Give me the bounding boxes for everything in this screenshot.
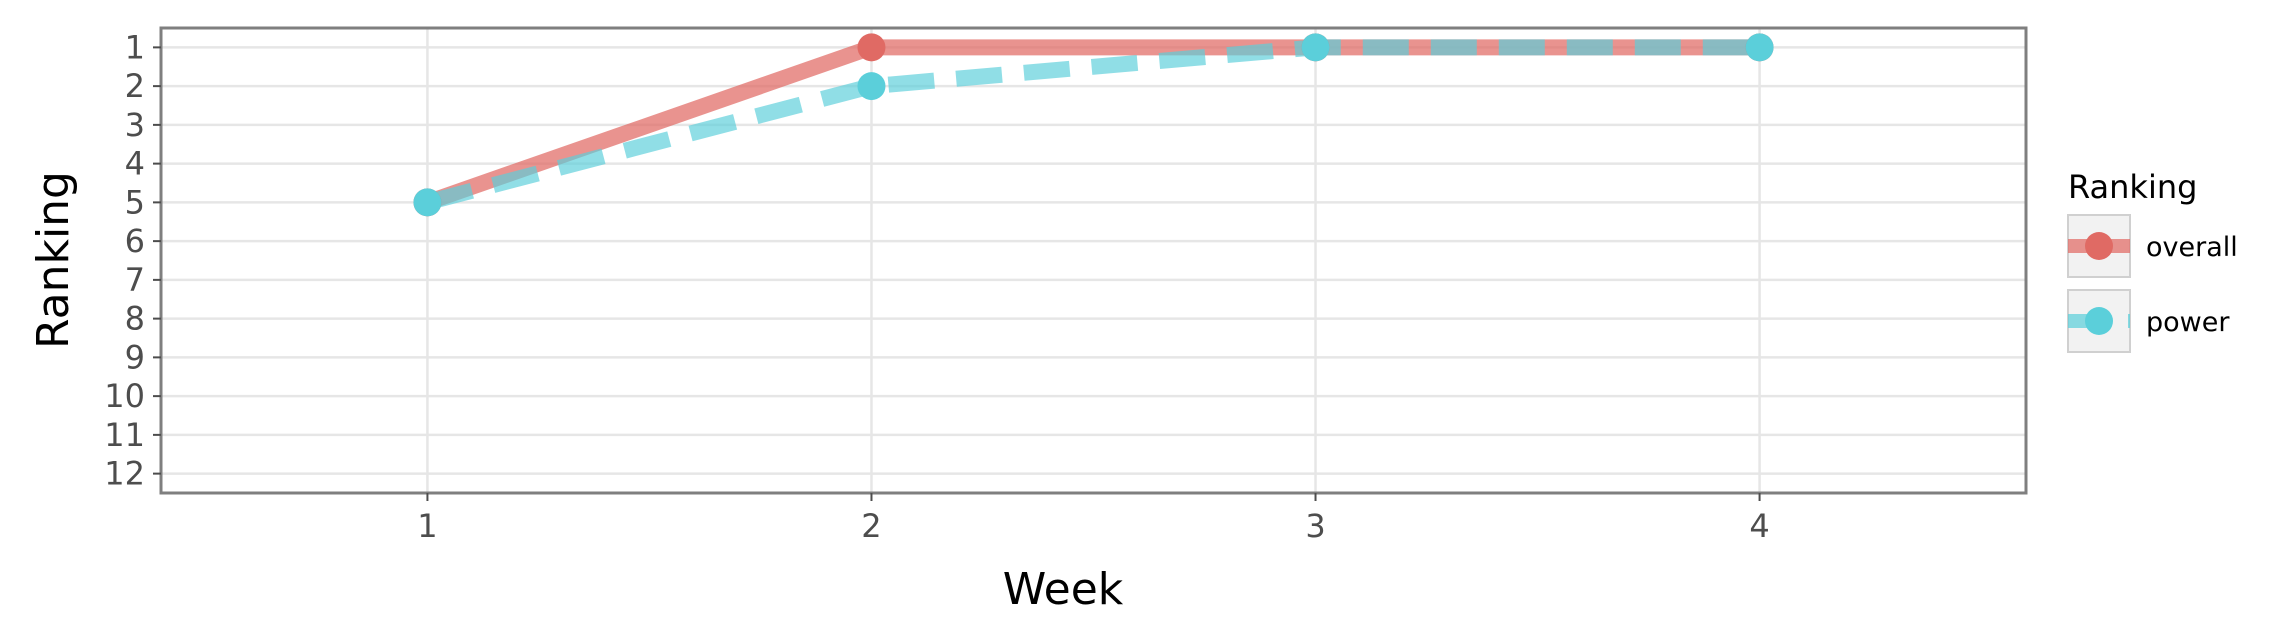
data-point-overall: [857, 33, 886, 62]
x-gridlines: [426, 28, 1761, 493]
x-tick-labels: 1 2 3 4: [417, 507, 1770, 545]
data-point-power: [1301, 33, 1330, 62]
plot-border: [159, 26, 2028, 495]
x-tick-label: 2: [861, 507, 881, 545]
y-tick-label: 12: [104, 455, 145, 493]
plot-background: [161, 28, 2026, 493]
legend: Ranking overall power: [2067, 168, 2238, 353]
y-tick-label: 4: [125, 145, 145, 183]
legend-key-point: [2085, 307, 2113, 335]
x-tick-label: 4: [1749, 507, 1769, 545]
y-tick-label: 7: [125, 261, 145, 299]
series-lines: [424, 39, 1760, 211]
legend-item-overall: overall: [2067, 214, 2238, 278]
y-tick-label: 8: [125, 300, 145, 338]
axis-ticks: [153, 46, 1761, 501]
legend-title: Ranking: [2068, 168, 2197, 206]
y-tick-label: 10: [104, 377, 145, 415]
legend-label: overall: [2146, 232, 2238, 263]
legend-label: power: [2146, 307, 2230, 338]
data-point-power: [1745, 33, 1774, 62]
x-axis-title: Week: [1003, 564, 1124, 615]
x-tick-label: 1: [417, 507, 437, 545]
series-points: [413, 33, 1774, 217]
legend-item-power: power: [2067, 289, 2230, 353]
series-line-power: [425, 39, 1760, 211]
y-tick-label: 3: [125, 106, 145, 144]
data-point-power: [857, 72, 886, 101]
x-tick-label: 3: [1305, 507, 1325, 545]
y-axis-title: Ranking: [28, 171, 79, 349]
y-tick-label: 11: [104, 416, 145, 454]
y-tick-label: 9: [125, 338, 145, 376]
y-tick-label: 1: [125, 28, 145, 66]
data-point-power: [413, 188, 442, 217]
y-tick-label: 6: [125, 222, 145, 260]
legend-key-point: [2085, 232, 2113, 260]
y-tick-label: 2: [125, 67, 145, 105]
y-tick-label: 5: [125, 183, 145, 221]
